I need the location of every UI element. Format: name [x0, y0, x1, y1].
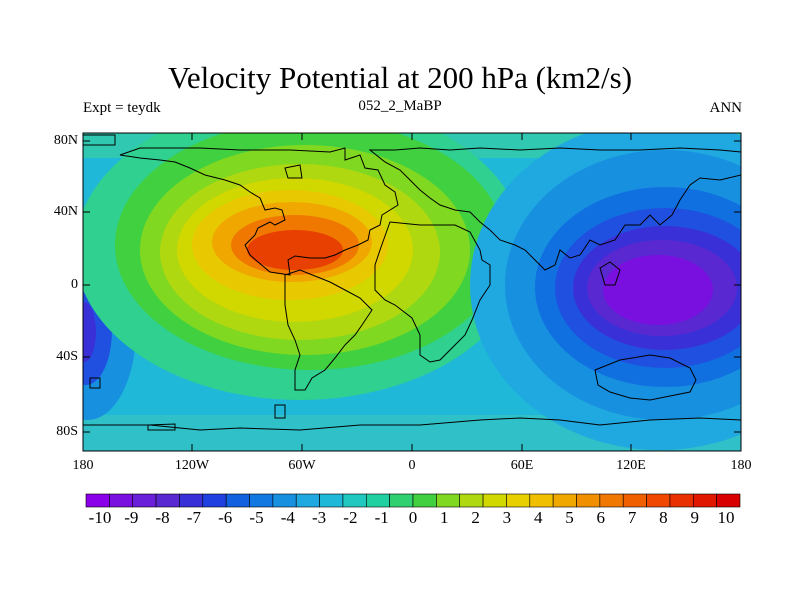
lon-tick-label: 180: [730, 458, 752, 473]
colorbar-label: 9: [690, 508, 699, 527]
colorbar-label: -9: [124, 508, 139, 527]
colorbar-label: 1: [440, 508, 449, 527]
lon-tick-label: 0: [408, 458, 416, 473]
colorbar-box: [319, 493, 344, 508]
lon-tick-label: 120E: [616, 458, 646, 473]
colorbar-label: 6: [596, 508, 606, 527]
coast-island-north: [284, 164, 303, 179]
colorbar-label: 5: [565, 508, 574, 527]
colorbar-box: [225, 493, 250, 508]
colorbar-box: [622, 493, 647, 508]
colorbar-label: 7: [627, 508, 637, 527]
colorbar-label: -7: [186, 508, 201, 527]
colorbar-box: [272, 493, 297, 508]
colorbar-box: [342, 493, 367, 508]
lat-tick-label: 40S: [56, 349, 78, 364]
colorbar-box: [692, 493, 717, 508]
period-label: 052_2_MaBP: [358, 98, 442, 114]
colorbar-label: -3: [312, 508, 327, 527]
colorbar: [85, 493, 741, 508]
contour-field: [83, 133, 741, 451]
colorbar-box: [389, 493, 414, 508]
season-label: ANN: [709, 100, 743, 116]
high-contour-9: [247, 230, 343, 270]
colorbar-box: [249, 493, 274, 508]
colorbar-label: 8: [659, 508, 668, 527]
coastlines: [83, 134, 741, 431]
colorbar-box: [506, 493, 531, 508]
colorbar-box: [155, 493, 180, 508]
coast-antarctica: [83, 417, 741, 431]
coast-north-america: [119, 147, 399, 276]
low-contour-7: [603, 255, 713, 325]
colorbar-box: [482, 493, 507, 508]
colorbar-label: 10: [717, 508, 735, 527]
colorbar-label: 4: [533, 508, 543, 527]
colorbar-box: [576, 493, 601, 508]
coast-australia: [594, 354, 697, 401]
colorbar-box: [365, 493, 390, 508]
coast-island-south: [147, 423, 176, 431]
coast-eurasia: [368, 147, 741, 271]
colorbar-box: [529, 493, 554, 508]
colorbar-label: -10: [88, 508, 112, 527]
colorbar-label: 2: [471, 508, 480, 527]
lon-tick-label: 60E: [510, 458, 534, 473]
colorbar-box: [85, 493, 110, 508]
lat-tick-label: 40N: [53, 204, 78, 219]
lon-tick-label: 60W: [288, 458, 316, 473]
colorbar-box: [132, 493, 157, 508]
coast-island-south-2: [274, 404, 286, 419]
coast-island-arctic: [83, 134, 116, 146]
colorbar-box: [552, 493, 577, 508]
colorbar-label: -4: [280, 508, 295, 527]
coast-island-southwest: [89, 377, 101, 389]
colorbar-box: [669, 493, 694, 508]
colorbar-box: [436, 493, 461, 508]
coast-africa: [374, 221, 491, 363]
colorbar-label: -2: [343, 508, 358, 527]
colorbar-label: -5: [249, 508, 264, 527]
colorbar-box: [179, 493, 204, 508]
coast-island-maritime: [599, 261, 621, 286]
coast-south-america: [284, 269, 373, 391]
colorbar-box: [646, 493, 671, 508]
tick-marks: [83, 133, 741, 451]
lon-tick-label: 120W: [174, 458, 210, 473]
colorbar-box: [412, 493, 437, 508]
colorbar-box: [716, 493, 741, 508]
colorbar-box: [295, 493, 320, 508]
colorbar-box: [109, 493, 134, 508]
lat-tick-label: 80N: [53, 133, 78, 148]
experiment-label: Expt = teydk: [83, 100, 161, 116]
lat-tick-label: 80S: [56, 424, 78, 439]
colorbar-box: [202, 493, 227, 508]
lat-tick-label: 0: [71, 277, 78, 292]
colorbar-label: 0: [408, 508, 418, 527]
chart-title: Velocity Potential at 200 hPa (km2/s): [167, 60, 633, 95]
colorbar-box: [599, 493, 624, 508]
lon-tick-label: 180: [72, 458, 94, 473]
west-low-core: [83, 302, 96, 362]
colorbar-box: [459, 493, 484, 508]
colorbar-label: 3: [502, 508, 512, 527]
colorbar-label: -8: [155, 508, 170, 527]
colorbar-label: -6: [218, 508, 233, 527]
colorbar-label: -1: [374, 508, 389, 527]
